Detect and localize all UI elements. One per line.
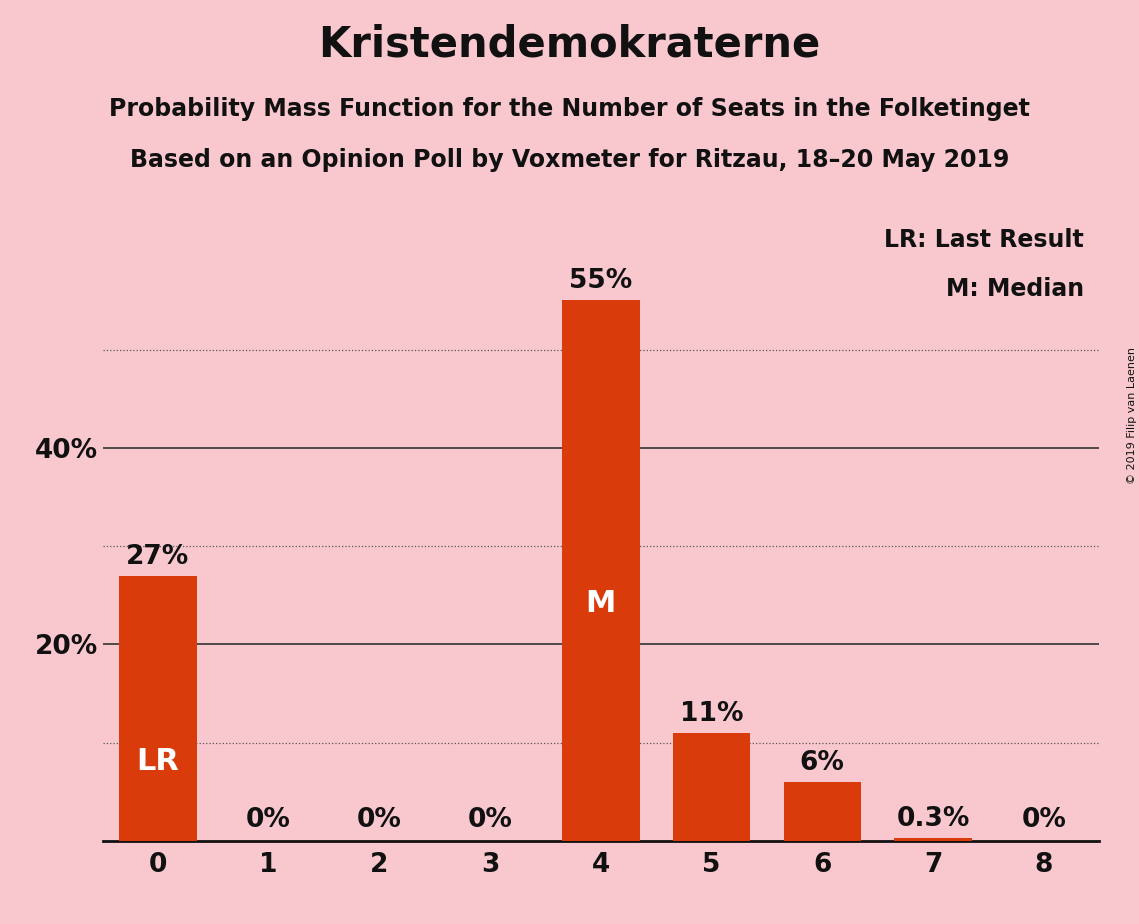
Text: Based on an Opinion Poll by Voxmeter for Ritzau, 18–20 May 2019: Based on an Opinion Poll by Voxmeter for… xyxy=(130,148,1009,172)
Text: LR: LR xyxy=(137,747,179,776)
Text: 6%: 6% xyxy=(800,750,845,776)
Bar xyxy=(562,300,640,841)
Text: 0.3%: 0.3% xyxy=(896,806,969,832)
Text: 55%: 55% xyxy=(570,269,632,295)
Text: 11%: 11% xyxy=(680,700,744,727)
Text: Probability Mass Function for the Number of Seats in the Folketinget: Probability Mass Function for the Number… xyxy=(109,97,1030,121)
Bar xyxy=(784,782,861,841)
Bar xyxy=(894,838,972,841)
Text: 0%: 0% xyxy=(468,807,513,833)
Text: © 2019 Filip van Laenen: © 2019 Filip van Laenen xyxy=(1126,347,1137,484)
Text: 0%: 0% xyxy=(246,807,292,833)
Text: M: Median: M: Median xyxy=(947,277,1084,301)
Text: LR: Last Result: LR: Last Result xyxy=(885,228,1084,252)
Bar xyxy=(120,576,197,841)
Bar xyxy=(673,733,751,841)
Text: 0%: 0% xyxy=(357,807,402,833)
Text: Kristendemokraterne: Kristendemokraterne xyxy=(319,23,820,65)
Text: M: M xyxy=(585,589,616,617)
Text: 0%: 0% xyxy=(1022,807,1066,833)
Text: 27%: 27% xyxy=(126,543,189,569)
